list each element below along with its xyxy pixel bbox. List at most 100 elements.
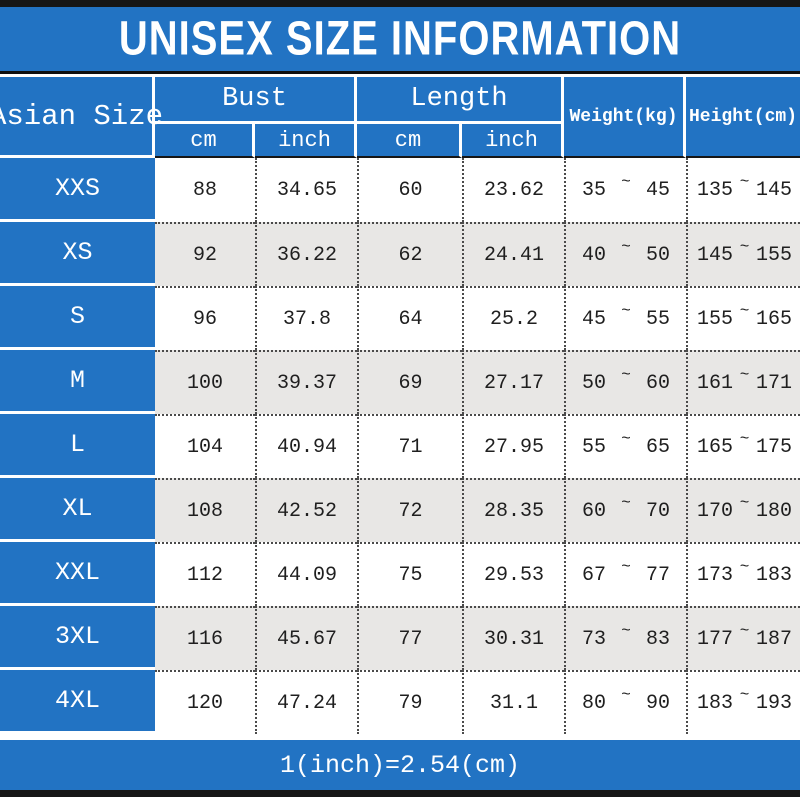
- footer-gap: [0, 734, 800, 740]
- height-min: 177: [697, 627, 734, 651]
- title-banner: UNISEX SIZE INFORMATION: [0, 7, 800, 74]
- range-tilde: ~: [621, 366, 631, 384]
- weight-max: 90: [645, 691, 670, 715]
- bust-cm-cell: 96: [155, 286, 255, 350]
- height-range-cell: 170 ~180: [686, 478, 800, 542]
- bust-cm-cell: 108: [155, 478, 255, 542]
- weight-min: 40: [582, 243, 607, 267]
- size-cell-xxl: XXL: [0, 542, 155, 606]
- height-range-cell: 145 ~155: [686, 222, 800, 286]
- length-cm-cell: 72: [357, 478, 462, 542]
- bust-inch-cell: 40.94: [255, 414, 357, 478]
- subheader-length-cm: cm: [357, 124, 462, 158]
- weight-range-cell: 45 ~55: [564, 286, 686, 350]
- length-cm-cell: 75: [357, 542, 462, 606]
- bust-inch-cell: 34.65: [255, 158, 357, 222]
- weight-range-cell: 40 ~50: [564, 222, 686, 286]
- footer-banner: 1(inch)=2.54(cm): [0, 740, 800, 790]
- length-cm-cell: 77: [357, 606, 462, 670]
- length-cm-cell: 60: [357, 158, 462, 222]
- height-min: 173: [697, 563, 734, 587]
- range-tilde: ~: [739, 558, 750, 576]
- height-range-cell: 165 ~175: [686, 414, 800, 478]
- weight-range-cell: 35 ~45: [564, 158, 686, 222]
- height-max: 145: [755, 178, 792, 202]
- weight-min: 80: [582, 691, 607, 715]
- top-black-bar: [0, 0, 800, 7]
- length-cm-cell: 64: [357, 286, 462, 350]
- table-body: XXS 88 34.65 60 23.62 35 ~45 135 ~145 XS 92 36.22 62…: [0, 158, 800, 734]
- length-inch-cell: 23.62: [462, 158, 564, 222]
- height-range-cell: 177 ~187: [686, 606, 800, 670]
- length-inch-cell: 25.2: [462, 286, 564, 350]
- range-tilde: ~: [621, 173, 631, 191]
- weight-max: 65: [645, 435, 670, 459]
- weight-max: 50: [645, 243, 670, 267]
- range-tilde: ~: [739, 430, 750, 448]
- bust-cm-cell: 88: [192, 178, 217, 202]
- size-cell-m: M: [0, 350, 155, 414]
- range-tilde: ~: [739, 238, 750, 256]
- column-group-bust: Bust: [155, 77, 357, 124]
- length-inch-cell: 31.1: [462, 670, 564, 734]
- length-inch-cell: 28.35: [462, 478, 564, 542]
- corner-header-asian-size: Asian Size: [0, 77, 163, 158]
- weight-range-cell: 73 ~83: [564, 606, 686, 670]
- weight-range-cell: 60 ~70: [564, 478, 686, 542]
- length-inch-cell: 29.53: [462, 542, 564, 606]
- bust-cm-cell: 104: [155, 414, 255, 478]
- height-min: 165: [697, 435, 734, 459]
- conversion-note: 1(inch)=2.54(cm): [279, 750, 521, 780]
- column-group-length: Length: [357, 77, 564, 124]
- weight-min: 60: [582, 499, 607, 523]
- length-cm-cell: 69: [357, 350, 462, 414]
- range-tilde: ~: [621, 558, 631, 576]
- bust-inch-cell: 37.8: [255, 286, 357, 350]
- weight-max: 60: [645, 371, 670, 395]
- length-inch-cell: 27.17: [462, 350, 564, 414]
- subheader-bust-cm: cm: [155, 124, 255, 158]
- weight-range-cell: 55 ~65: [564, 414, 686, 478]
- height-range-cell: 155 ~165: [686, 286, 800, 350]
- subheader-length-inch: inch: [462, 124, 564, 158]
- weight-min: 35: [582, 178, 607, 202]
- height-min: 161: [697, 371, 734, 395]
- size-cell-xs: XS: [0, 222, 155, 286]
- weight-min: 67: [582, 563, 607, 587]
- weight-min: 45: [582, 307, 607, 331]
- size-cell-3xl: 3XL: [0, 606, 155, 670]
- height-range-cell: 183 ~193: [686, 670, 800, 734]
- weight-range-cell: 50 ~60: [564, 350, 686, 414]
- range-tilde: ~: [621, 238, 631, 256]
- bust-inch-cell: 42.52: [255, 478, 357, 542]
- weight-max: 83: [645, 627, 670, 651]
- height-range-cell: 161 ~171: [686, 350, 800, 414]
- range-tilde: ~: [739, 622, 750, 640]
- height-max: 193: [755, 691, 792, 715]
- range-tilde: ~: [621, 622, 631, 640]
- weight-range-cell: 67 ~77: [564, 542, 686, 606]
- height-max: 171: [755, 371, 792, 395]
- range-tilde: ~: [739, 173, 750, 191]
- size-cell-4xl: 4XL: [0, 670, 155, 734]
- length-cm-cell: 62: [357, 222, 462, 286]
- length-inch-cell: 24.41: [462, 222, 564, 286]
- height-max: 175: [755, 435, 792, 459]
- weight-max: 77: [645, 563, 670, 587]
- weight-min: 55: [582, 435, 607, 459]
- bust-cm-cell: 100: [155, 350, 255, 414]
- weight-min: 73: [582, 627, 607, 651]
- weight-max: 45: [645, 178, 670, 202]
- height-max: 180: [755, 499, 792, 523]
- height-max: 183: [755, 563, 792, 587]
- height-range-cell: 173 ~183: [686, 542, 800, 606]
- height-min: 155: [697, 307, 734, 331]
- table-header: Asian Size Bust Length Weight(kg) Height…: [0, 74, 800, 158]
- bust-inch-cell: 39.37: [255, 350, 357, 414]
- bust-cm-cell: 116: [155, 606, 255, 670]
- bust-inch-cell: 45.67: [255, 606, 357, 670]
- range-tilde: ~: [739, 494, 750, 512]
- weight-range-cell: 80 ~90: [564, 670, 686, 734]
- range-tilde: ~: [621, 494, 631, 512]
- bust-inch-cell: 44.09: [255, 542, 357, 606]
